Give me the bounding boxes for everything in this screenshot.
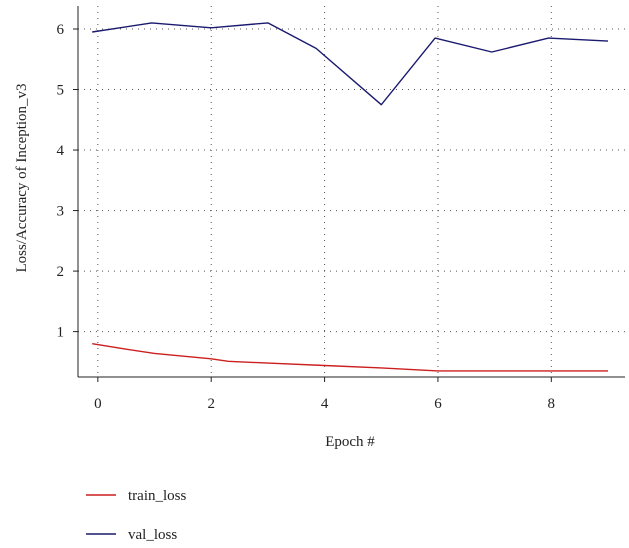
x-tick-label-6: 6 bbox=[434, 396, 442, 412]
grid bbox=[78, 6, 625, 377]
series-line-val-loss bbox=[92, 22, 609, 106]
x-tick-label-8: 8 bbox=[548, 396, 556, 412]
x-axis-title: Epoch # bbox=[325, 434, 375, 450]
legend-label-val-loss: val_loss bbox=[128, 527, 177, 543]
y-tick-label-2: 2 bbox=[57, 264, 65, 280]
y-tick-label-3: 3 bbox=[57, 204, 65, 220]
axes bbox=[77, 6, 625, 378]
x-tick-label-4: 4 bbox=[321, 396, 329, 412]
series-line-train-loss bbox=[92, 343, 608, 372]
legend: train_loss val_loss bbox=[86, 488, 186, 543]
x-tick-label-0: 0 bbox=[94, 396, 102, 412]
y-tick-label-4: 4 bbox=[57, 143, 65, 159]
ticks: 0 2 4 6 8 1 2 3 4 5 6 bbox=[57, 22, 556, 412]
x-tick-label-2: 2 bbox=[207, 396, 215, 412]
y-tick-label-1: 1 bbox=[57, 325, 65, 341]
y-axis-title: Loss/Accuracy of Inception_v3 bbox=[14, 83, 30, 272]
y-tick-label-6: 6 bbox=[57, 22, 65, 38]
legend-label-train-loss: train_loss bbox=[128, 488, 186, 504]
y-tick-label-5: 5 bbox=[57, 83, 65, 99]
series-lines bbox=[92, 22, 609, 372]
